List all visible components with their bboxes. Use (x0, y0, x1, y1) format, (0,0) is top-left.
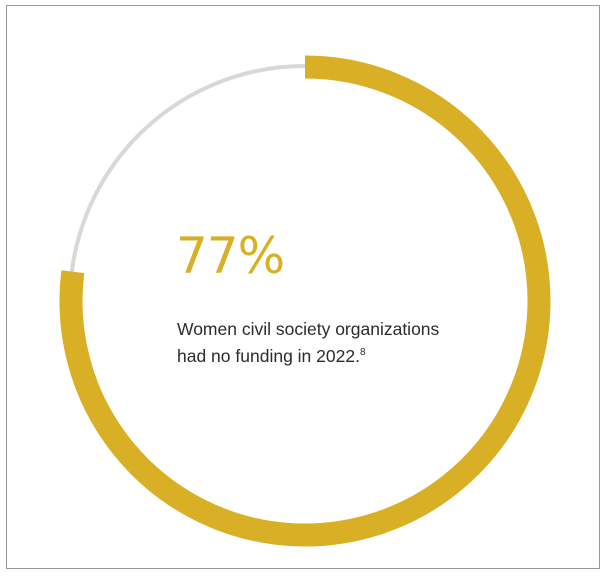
caption-line-1: Women civil society organizations (177, 319, 440, 339)
footnote-marker: 8 (359, 347, 366, 358)
infographic-card (6, 5, 600, 569)
chart-caption: Women civil society organizations had no… (177, 316, 507, 370)
percentage-value: 77% (176, 227, 285, 285)
caption-line-2: had no funding in 2022. (177, 346, 360, 366)
donut-arc-filled (59, 55, 551, 547)
